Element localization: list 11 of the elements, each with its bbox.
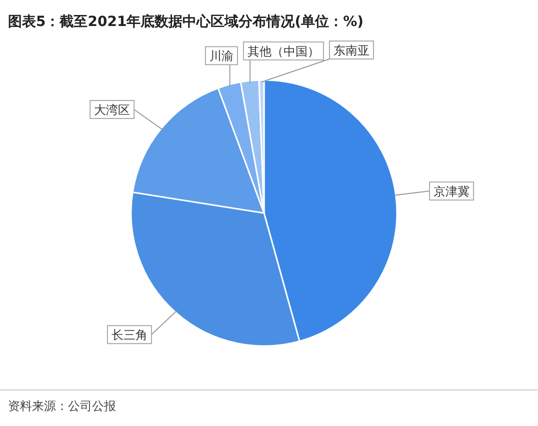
slice-label: 其他（中国） [247, 44, 320, 58]
text: 资料来源：公司公报 [8, 399, 116, 413]
chart-title: 图表5：截至2021年底数据中心区域分布情况(单位：%) [8, 13, 364, 30]
slice-label: 京津冀 [434, 184, 470, 199]
pie-slice [258, 79, 265, 214]
slice-label: 川渝 [209, 49, 234, 64]
pie-slice [132, 87, 265, 214]
slice-label: 大湾区 [94, 102, 130, 117]
pie-slice [263, 79, 398, 342]
slice-label: 东南亚 [333, 44, 370, 58]
slice-label: 长三角 [111, 328, 148, 342]
